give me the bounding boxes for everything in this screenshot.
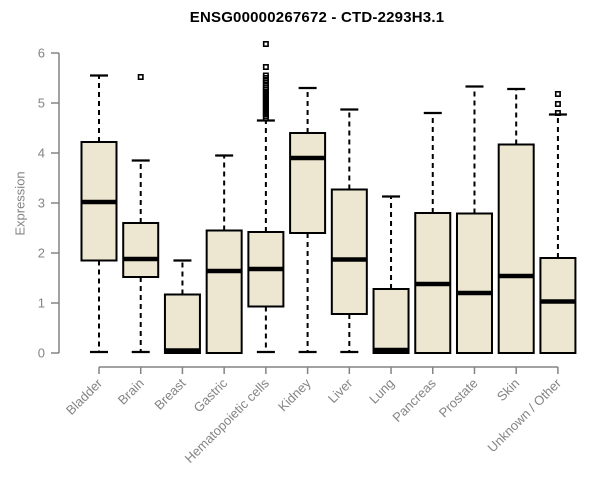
x-tick-label-kidney: Kidney [275,375,314,414]
iqr-box [539,257,577,354]
box-bladder [80,74,118,354]
box-brain [122,74,160,354]
box-liver [330,108,368,354]
box-prostate [455,85,493,354]
box-pancreas [414,111,452,354]
iqr-box [205,229,243,354]
outlier-point [262,64,269,71]
x-tick-label-brain: Brain [115,376,147,408]
outlier-point [262,40,269,47]
y-tick-label: 3 [38,196,45,211]
y-tick-label: 2 [38,246,45,261]
y-tick-label: 1 [38,296,45,311]
x-tick-label-unknown-other: Unknown / Other [484,375,564,455]
y-tick-label: 0 [38,346,45,361]
iqr-box [455,212,493,354]
outlier-point [554,101,561,108]
x-tick-label-gastric: Gastric [191,375,231,415]
x-tick-label-bladder: Bladder [63,375,106,418]
outlier-point [262,72,269,79]
y-tick-label: 4 [38,146,45,161]
outlier-point [137,74,144,81]
x-tick-label-prostate: Prostate [436,376,481,421]
x-tick-label-lung: Lung [366,376,397,407]
box-hematopoietic-cells [247,40,285,354]
outlier-point [554,110,561,117]
iqr-box [372,288,410,354]
y-axis: 0 1 2 3 4 5 6 [38,46,60,361]
box-unknown-other [539,91,577,354]
x-tick-label-pancreas: Pancreas [389,375,439,425]
x-tick-label-breast: Breast [151,375,188,412]
iqr-box [163,293,201,354]
box-lung [372,195,410,354]
box-gastric [205,154,243,354]
y-tick-label: 6 [38,46,45,61]
x-tick-label-skin: Skin [494,376,522,404]
iqr-box [497,143,535,354]
box-kidney [289,86,327,354]
outlier-point [554,91,561,98]
x-tick-label-liver: Liver [325,375,356,406]
chart-title: ENSG00000267672 - CTD-2293H3.1 [189,9,445,26]
box-skin [497,87,535,354]
iqr-box [289,132,327,234]
y-tick-label: 5 [38,96,45,111]
iqr-box [122,222,160,278]
iqr-box [330,188,368,315]
box-breast [163,259,201,354]
